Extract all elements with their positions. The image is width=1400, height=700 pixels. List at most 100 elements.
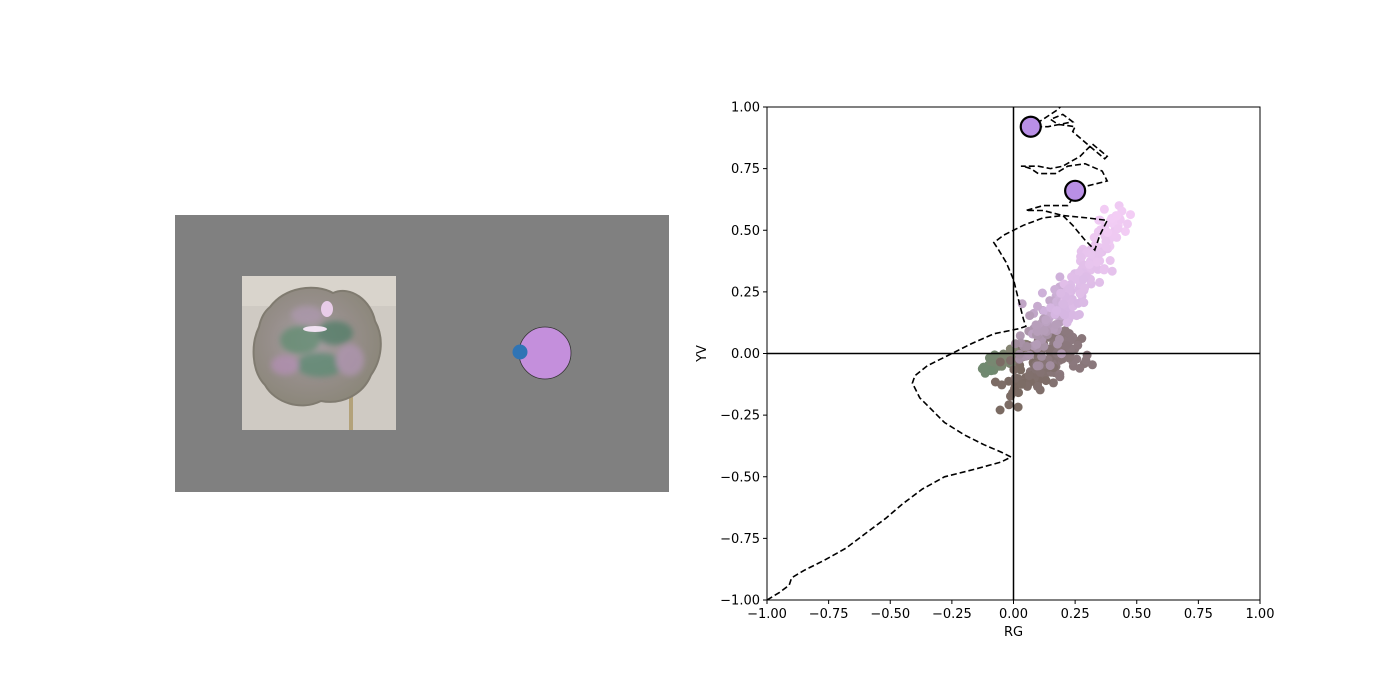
scatter-point: [1073, 340, 1083, 350]
x-tick-label: −0.75: [809, 607, 849, 622]
y-tick-label: −0.25: [720, 409, 760, 424]
scatter-point: [1079, 298, 1089, 308]
color-space-chart: −1.00 −0.75 −0.50 −0.25 0.00 0.25 0.50 0.75 1.00…: [690, 90, 1290, 650]
trajectory-line: [766, 106, 1109, 601]
scatter-point: [1017, 299, 1027, 309]
scatter-point: [1060, 326, 1070, 336]
scatter-point: [1126, 210, 1135, 220]
x-tick-label: 0.75: [1184, 607, 1213, 622]
scatter-point: [1064, 353, 1074, 363]
scatter-point: [1032, 361, 1042, 371]
scatter-point: [1056, 288, 1066, 298]
scatter-point: [1101, 236, 1111, 246]
scatter-point: [1089, 233, 1099, 242]
scatter-point: [1058, 299, 1068, 309]
y-tick-label: 0.75: [731, 162, 760, 177]
x-ticks: −1.00 −0.75 −0.50 −0.25 0.00 0.25 0.50 0.75 1.00: [747, 600, 1274, 622]
scatter-point: [1082, 350, 1092, 360]
scatter-point: [1120, 227, 1130, 236]
highlight-layer: [1019, 115, 1087, 202]
scatter-point: [1103, 227, 1113, 237]
scatter-point: [1033, 301, 1042, 311]
y-ticks: −1.00 −0.75 −0.50 −0.25 0.00 0.25 0.50 0.75 1.00: [720, 101, 767, 609]
x-tick-label: 0.50: [1122, 607, 1151, 622]
scatter-point: [1087, 249, 1096, 259]
scatter-point: [1013, 402, 1023, 412]
scatter-point: [1084, 259, 1094, 269]
scatter-point: [1052, 306, 1062, 315]
y-tick-label: −1.00: [720, 594, 760, 609]
scatter-point: [1055, 372, 1065, 382]
scatter-point: [1078, 274, 1088, 284]
scatter-point: [1032, 339, 1042, 349]
scatter-point: [1048, 378, 1058, 388]
stimulus-panel: [175, 215, 669, 492]
scatter-point: [1039, 341, 1049, 351]
scatter-point: [1107, 266, 1117, 276]
scatter-point: [1017, 379, 1027, 389]
x-tick-label: 0.25: [1061, 607, 1090, 622]
scatter-point: [1010, 339, 1020, 349]
scatter-point: [1025, 311, 1035, 321]
scatter-point: [1051, 320, 1061, 329]
scatter-point: [1053, 339, 1062, 349]
scatter-point: [1062, 318, 1072, 328]
chart-svg: −1.00 −0.75 −0.50 −0.25 0.00 0.25 0.50 0.75 1.00…: [695, 101, 1274, 641]
scatter-point: [1099, 204, 1109, 214]
scatter-point: [1041, 376, 1051, 386]
y-axis-label: YV: [695, 345, 710, 363]
scatter-point: [1055, 272, 1065, 282]
scatter-point: [1123, 219, 1132, 229]
scatter-point: [986, 366, 996, 376]
scatter-point: [1008, 388, 1017, 398]
x-tick-label: −0.25: [932, 607, 972, 622]
scatter-point: [1061, 341, 1071, 351]
scatter-point: [1074, 268, 1084, 277]
scatter-point: [990, 350, 1000, 360]
scatter-point: [1014, 349, 1024, 359]
y-tick-label: 0.50: [731, 224, 760, 239]
scatter-point: [1025, 350, 1034, 360]
scatter-point: [1032, 381, 1042, 391]
y-tick-label: −0.50: [720, 470, 760, 485]
x-tick-label: −0.50: [870, 607, 910, 622]
zero-axis-lines: [767, 107, 1260, 600]
x-tick-label: 1.00: [1246, 607, 1275, 622]
scatter-point: [1087, 360, 1097, 370]
scatter-point: [995, 405, 1005, 415]
scatter-point: [1045, 361, 1055, 371]
highlight-point-2: [1064, 179, 1087, 202]
scatter-point: [1068, 310, 1078, 320]
scatter-point: [1092, 257, 1102, 267]
scatter-point: [1037, 288, 1047, 298]
scatter-point: [1075, 363, 1085, 373]
scatter-point: [1059, 310, 1069, 320]
y-tick-label: 0.25: [731, 285, 760, 300]
scatter-point: [1112, 211, 1122, 221]
x-tick-label: −1.00: [747, 607, 787, 622]
scatter-point: [1080, 283, 1090, 293]
scatter-layer: [977, 201, 1135, 415]
scatter-point: [1004, 376, 1014, 386]
y-tick-label: 1.00: [731, 101, 760, 116]
y-tick-label: 0.00: [731, 347, 760, 362]
scatter-point: [1041, 315, 1051, 325]
scatter-point: [1076, 252, 1086, 262]
scatter-point: [1074, 310, 1084, 319]
iridescent-blob-photo-icon: [242, 276, 396, 430]
trajectory-layer: [766, 106, 1109, 601]
scatter-point: [1064, 284, 1074, 294]
x-axis-label: RG: [1004, 625, 1023, 640]
scatter-point: [1099, 265, 1109, 275]
scatter-point: [1094, 215, 1104, 225]
y-tick-label: −0.75: [720, 532, 760, 547]
scatter-point: [1095, 248, 1104, 258]
scatter-point: [1031, 320, 1041, 330]
scatter-point: [997, 380, 1007, 390]
scatter-point: [1004, 400, 1014, 410]
scatter-point: [1015, 331, 1025, 341]
scatter-point: [1072, 274, 1082, 284]
scatter-point: [1105, 256, 1115, 265]
scatter-point: [1024, 371, 1034, 381]
scatter-point: [1039, 326, 1049, 335]
